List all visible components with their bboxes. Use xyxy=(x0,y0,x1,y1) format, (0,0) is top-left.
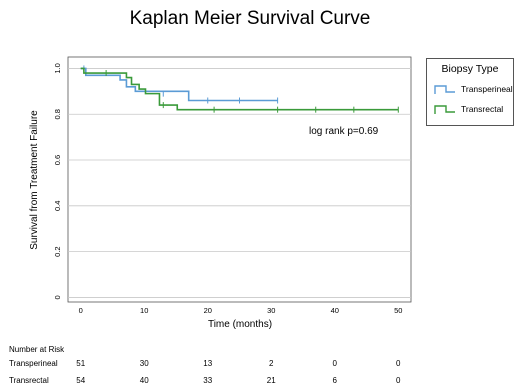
risk-cell: 33 xyxy=(203,376,213,385)
risk-cell: 0 xyxy=(396,376,401,385)
legend-swatch-transrectal xyxy=(434,105,455,114)
series-lines xyxy=(80,65,399,113)
risk-row-label: Transperineal xyxy=(9,359,58,368)
risk-cell: 2 xyxy=(269,359,274,368)
y-tick-label: 0.6 xyxy=(53,155,62,165)
risk-table-heading: Number at Risk xyxy=(9,345,65,354)
x-tick-label: 10 xyxy=(140,306,148,315)
legend-item-transperineal: Transperineal xyxy=(433,83,513,97)
risk-row-transperineal: Transperineal 51 30 13 2 0 0 xyxy=(0,359,520,371)
x-tick-label: 30 xyxy=(267,306,275,315)
risk-cell: 0 xyxy=(396,359,401,368)
legend-label: Transrectal xyxy=(461,104,504,114)
grid-lines xyxy=(68,68,411,298)
risk-cell: 21 xyxy=(266,376,276,385)
km-curve-transrectal xyxy=(80,67,399,111)
y-tick-label: 0.2 xyxy=(53,246,62,256)
legend-title: Biopsy Type xyxy=(441,63,499,75)
x-tick-labels: 0 10 20 30 40 50 xyxy=(79,306,403,315)
legend-item-transrectal: Transrectal xyxy=(433,103,513,117)
x-axis-label: Time (months) xyxy=(208,319,272,330)
risk-cell: 30 xyxy=(139,359,149,368)
risk-cell: 0 xyxy=(332,359,337,368)
x-tick-label: 50 xyxy=(394,306,402,315)
x-tick-label: 20 xyxy=(204,306,212,315)
risk-cell: 6 xyxy=(332,376,337,385)
y-tick-label: 0.4 xyxy=(53,201,62,211)
chart-title: Kaplan Meier Survival Curve xyxy=(129,8,371,29)
risk-cell: 13 xyxy=(203,359,213,368)
x-tick-label: 40 xyxy=(331,306,339,315)
legend-swatch-transperineal xyxy=(434,85,455,94)
risk-cell: 54 xyxy=(76,376,86,385)
x-tick-label: 0 xyxy=(79,306,83,315)
y-tick-label: 0.8 xyxy=(53,109,62,119)
log-rank-annotation: log rank p=0.69 xyxy=(309,126,379,137)
risk-row-transrectal: Transrectal 54 40 33 21 6 0 xyxy=(0,376,520,388)
y-tick-label: 0 xyxy=(53,295,62,299)
risk-cell: 40 xyxy=(139,376,149,385)
legend-label: Transperineal xyxy=(461,84,513,94)
plot-area xyxy=(67,56,412,303)
risk-row-label: Transrectal xyxy=(9,376,49,385)
y-axis-label: Survival from Treatment Failure xyxy=(29,110,40,250)
y-tick-labels: 0 0.2 0.4 0.6 0.8 1.0 xyxy=(53,63,62,299)
y-tick-label: 1.0 xyxy=(53,63,62,73)
risk-cell: 51 xyxy=(76,359,86,368)
km-curve-transperineal xyxy=(80,67,278,102)
legend: Biopsy Type Transperineal Transrectal xyxy=(426,58,514,126)
